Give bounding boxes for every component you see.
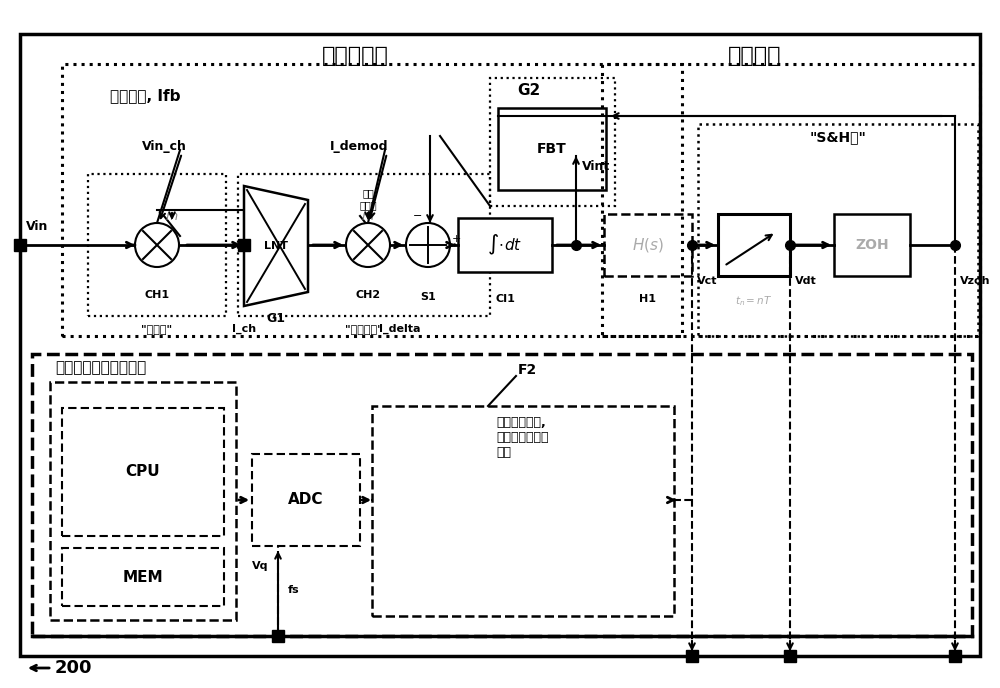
- Bar: [498, 108, 606, 190]
- Bar: [698, 124, 978, 336]
- Text: I_ch: I_ch: [232, 324, 256, 334]
- Bar: [602, 64, 980, 336]
- Circle shape: [135, 223, 179, 267]
- Bar: [372, 406, 674, 616]
- Text: G1: G1: [267, 312, 286, 325]
- Text: ADC: ADC: [288, 493, 324, 508]
- Bar: [50, 382, 236, 620]
- Text: −: −: [413, 211, 423, 221]
- Polygon shape: [244, 186, 308, 306]
- Bar: [62, 548, 224, 606]
- Text: G2: G2: [517, 83, 540, 98]
- Circle shape: [406, 223, 450, 267]
- Text: H1: H1: [640, 294, 656, 304]
- Text: 比例反馈块: 比例反馈块: [322, 46, 388, 66]
- Text: F2: F2: [518, 363, 537, 377]
- Bar: [62, 64, 682, 336]
- Text: m: m: [166, 210, 178, 222]
- Text: CH1: CH1: [144, 290, 170, 300]
- Text: LNT: LNT: [264, 241, 288, 251]
- Text: 200: 200: [55, 659, 93, 677]
- Text: Vin_ch: Vin_ch: [142, 140, 187, 153]
- Text: I_demod: I_demod: [330, 140, 389, 153]
- Text: Vin: Vin: [26, 220, 48, 233]
- Text: fs: fs: [288, 585, 300, 595]
- Bar: [604, 214, 692, 276]
- Bar: [62, 408, 224, 536]
- Text: "输入块": "输入块": [141, 324, 173, 334]
- Bar: [718, 214, 790, 276]
- Bar: [834, 214, 910, 276]
- Text: $H(s)$: $H(s)$: [632, 236, 664, 254]
- Text: Vct: Vct: [697, 276, 718, 286]
- Circle shape: [346, 223, 390, 267]
- Text: CI1: CI1: [495, 294, 515, 304]
- Bar: [32, 354, 972, 636]
- Text: FBT: FBT: [537, 142, 567, 156]
- Text: CH2: CH2: [355, 290, 381, 300]
- Bar: [458, 218, 552, 272]
- Text: Vint: Vint: [582, 160, 610, 173]
- Text: 电流
斩波器: 电流 斩波器: [359, 189, 377, 210]
- Bar: [238, 174, 490, 316]
- Text: I_delta: I_delta: [379, 324, 421, 334]
- Text: "S&H块": "S&H块": [810, 130, 866, 144]
- Text: 任选的进一步处理电路: 任选的进一步处理电路: [55, 360, 146, 375]
- Text: m: m: [362, 210, 374, 222]
- Bar: [88, 174, 226, 316]
- Text: $t_n=nT$: $t_n=nT$: [735, 294, 773, 308]
- Text: "积分器块": "积分器块": [345, 324, 383, 334]
- Bar: [490, 78, 615, 206]
- Text: 任选的过滤器,
例如开关电容滤
波器: 任选的过滤器, 例如开关电容滤 波器: [497, 416, 549, 459]
- Text: Vdt: Vdt: [795, 276, 817, 286]
- Text: 反馈信号, Ifb: 反馈信号, Ifb: [110, 89, 181, 103]
- Text: MEM: MEM: [123, 570, 163, 585]
- Text: S1: S1: [420, 292, 436, 302]
- Text: Vzoh: Vzoh: [960, 276, 991, 286]
- Text: $\int\!\cdot\!dt$: $\int\!\cdot\!dt$: [487, 233, 523, 257]
- Text: ZOH: ZOH: [855, 238, 889, 252]
- Text: Vq: Vq: [252, 561, 268, 571]
- Text: +: +: [452, 234, 461, 244]
- Bar: [252, 454, 360, 546]
- Text: CPU: CPU: [126, 464, 160, 480]
- Text: 集成电路: 集成电路: [728, 46, 782, 66]
